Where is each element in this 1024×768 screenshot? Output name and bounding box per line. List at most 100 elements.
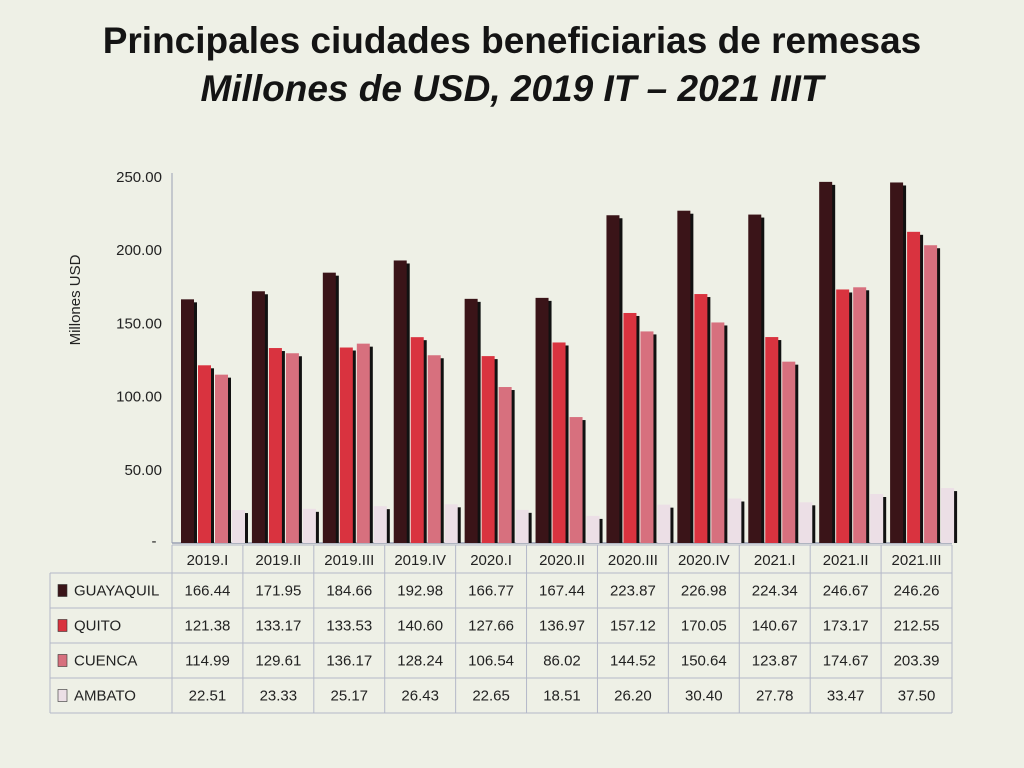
bar-ambato bbox=[515, 509, 529, 543]
table-cell: 18.51 bbox=[543, 688, 581, 705]
table-cell: 170.05 bbox=[681, 618, 727, 635]
table-cell: 223.87 bbox=[610, 583, 656, 600]
table-cell: 224.34 bbox=[752, 583, 798, 600]
y-axis-label: Millones USD bbox=[67, 254, 84, 345]
table-cell: 157.12 bbox=[610, 618, 656, 635]
table-cell: 86.02 bbox=[543, 653, 581, 670]
category-label: 2019.I bbox=[187, 552, 229, 569]
table-cell: 26.20 bbox=[614, 688, 652, 705]
table-cell: 30.40 bbox=[685, 688, 723, 705]
table-cell: 167.44 bbox=[539, 583, 585, 600]
chart-title: Principales ciudades beneficiarias de re… bbox=[102, 20, 922, 61]
bar-quito bbox=[198, 365, 211, 543]
table-cell: 22.51 bbox=[189, 688, 227, 705]
bar-group bbox=[181, 181, 958, 544]
category-label: 2020.IV bbox=[678, 552, 730, 569]
category-label: 2021.II bbox=[823, 552, 869, 569]
legend-label-cuenca: CUENCA bbox=[74, 653, 137, 670]
table-cell: 127.66 bbox=[468, 618, 514, 635]
bar-guayaquil bbox=[251, 291, 265, 543]
table-cell: 26.43 bbox=[401, 688, 439, 705]
bar-cuenca bbox=[711, 322, 725, 543]
category-label: 2021.III bbox=[892, 552, 942, 569]
table-cell: 184.66 bbox=[326, 583, 372, 600]
table-cell: 106.54 bbox=[468, 653, 514, 670]
table-cell: 121.38 bbox=[185, 618, 231, 635]
table-cell: 226.98 bbox=[681, 583, 727, 600]
category-label: 2020.II bbox=[539, 552, 585, 569]
bar-quito bbox=[765, 337, 779, 543]
bar-cuenca bbox=[569, 417, 583, 543]
table-cell: 25.17 bbox=[330, 688, 368, 705]
table-cell: 173.17 bbox=[823, 618, 869, 635]
bar-ambato bbox=[728, 498, 742, 543]
table-cell: 150.64 bbox=[681, 653, 727, 670]
table-cell: 22.65 bbox=[472, 688, 510, 705]
legend-swatch-ambato bbox=[57, 689, 68, 702]
bar-cuenca bbox=[356, 343, 370, 543]
bar-ambato bbox=[373, 506, 387, 543]
table-cell: 27.78 bbox=[756, 688, 794, 705]
category-label: 2021.I bbox=[754, 552, 796, 569]
bar-guayaquil bbox=[322, 272, 336, 543]
bar-ambato bbox=[799, 502, 813, 543]
bar-ambato bbox=[941, 488, 955, 543]
legend-label-guayaquil: GUAYAQUIL bbox=[74, 583, 159, 600]
bar-ambato bbox=[444, 504, 458, 543]
table-cell: 128.24 bbox=[397, 653, 443, 670]
legend-label-quito: QUITO bbox=[74, 618, 121, 635]
table-cell: 23.33 bbox=[260, 688, 298, 705]
bar-ambato bbox=[586, 515, 600, 543]
table-cell: 171.95 bbox=[255, 583, 301, 600]
category-label: 2020.I bbox=[470, 552, 512, 569]
table-cell: 136.17 bbox=[326, 653, 372, 670]
legend-swatch-quito bbox=[57, 619, 68, 632]
bar-cuenca bbox=[853, 287, 867, 543]
y-tick-label: 150.00 bbox=[116, 315, 162, 332]
bar-quito bbox=[410, 337, 424, 543]
bar-ambato bbox=[232, 510, 245, 543]
y-tick-label: 50.00 bbox=[124, 462, 162, 479]
table-cell: 212.55 bbox=[894, 618, 940, 635]
table-cell: 166.77 bbox=[468, 583, 514, 600]
table-cell: 133.17 bbox=[255, 618, 301, 635]
category-label: 2020.III bbox=[608, 552, 658, 569]
bar-cuenca bbox=[215, 374, 228, 543]
table-cell: 203.39 bbox=[894, 653, 940, 670]
bar-cuenca bbox=[285, 353, 299, 543]
bar-guayaquil bbox=[890, 182, 904, 544]
bar-quito bbox=[623, 312, 637, 543]
chart-subtitle: Millones de USD, 2019 IT – 2021 IIIT bbox=[200, 68, 824, 109]
table-cell: 166.44 bbox=[185, 583, 231, 600]
table-cell: 37.50 bbox=[898, 688, 936, 705]
bar-guayaquil bbox=[748, 214, 762, 544]
bar-guayaquil bbox=[464, 298, 478, 543]
bar-quito bbox=[552, 342, 566, 543]
category-label: 2019.IV bbox=[394, 552, 446, 569]
table-cell: 246.67 bbox=[823, 583, 869, 600]
bar-guayaquil bbox=[535, 297, 549, 543]
y-tick-zero: - bbox=[152, 533, 157, 550]
table-cell: 246.26 bbox=[894, 583, 940, 600]
bar-quito bbox=[836, 289, 850, 543]
bar-quito bbox=[268, 348, 282, 543]
table-cell: 114.99 bbox=[185, 653, 230, 670]
table-cell: 140.60 bbox=[397, 618, 443, 635]
table-cell: 174.67 bbox=[823, 653, 869, 670]
table-cell: 33.47 bbox=[827, 688, 865, 705]
category-label: 2019.II bbox=[255, 552, 301, 569]
bar-quito bbox=[339, 347, 353, 543]
bar-cuenca bbox=[640, 331, 654, 543]
legend-swatch-cuenca bbox=[57, 654, 68, 667]
y-tick-label: 200.00 bbox=[116, 242, 162, 259]
table-cell: 133.53 bbox=[326, 618, 372, 635]
bar-cuenca bbox=[924, 245, 938, 543]
legend-label-ambato: AMBATO bbox=[74, 688, 136, 705]
bar-cuenca bbox=[782, 361, 796, 543]
bar-guayaquil bbox=[677, 210, 691, 543]
legend-swatch-guayaquil bbox=[57, 584, 68, 597]
bar-quito bbox=[694, 294, 708, 543]
bar-ambato bbox=[657, 504, 671, 543]
bar-guayaquil bbox=[606, 215, 620, 543]
